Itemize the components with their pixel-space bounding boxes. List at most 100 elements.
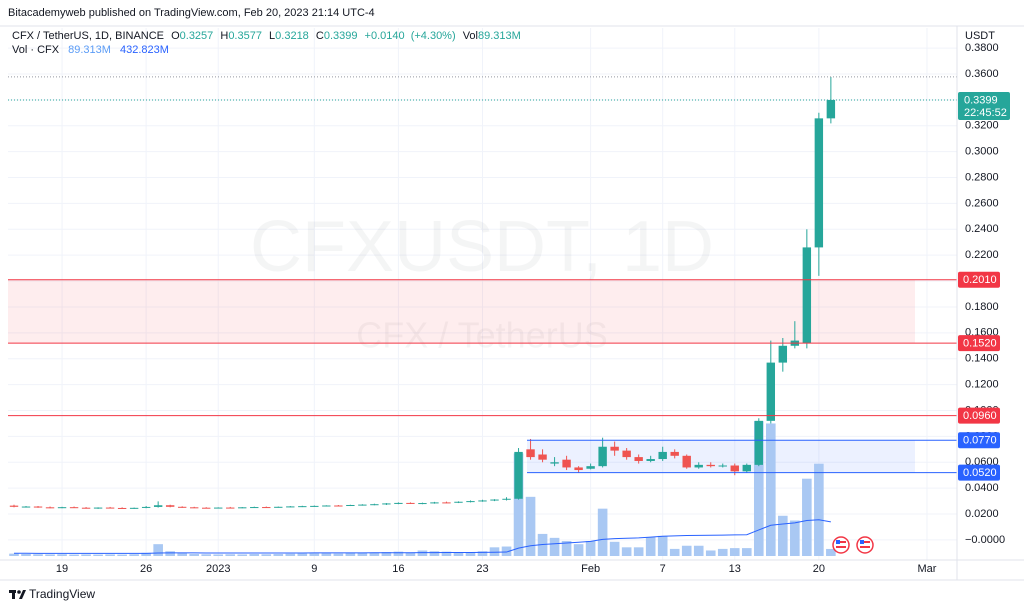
volume-bar	[489, 547, 500, 556]
volume-bar	[57, 554, 67, 556]
volume-bar	[249, 554, 260, 556]
volume-bar	[621, 547, 632, 556]
volume-bar	[153, 544, 163, 556]
volume-bar	[117, 554, 127, 556]
ohlc-key: C	[316, 30, 324, 42]
y-tick-label: 0.0200	[965, 508, 999, 520]
volume-bar	[321, 553, 332, 556]
candle-body	[117, 507, 127, 509]
volume-bar	[778, 515, 788, 556]
level-price-box	[958, 271, 1000, 288]
candle-body	[57, 507, 67, 509]
level-price-box	[958, 464, 1000, 481]
event-icon[interactable]	[832, 536, 850, 554]
level-price-label: 0.0520	[963, 467, 997, 479]
candle-body	[706, 464, 715, 467]
y-tick-label: 0.1400	[965, 353, 999, 365]
volume-bar	[741, 548, 752, 556]
candle-body	[826, 99, 836, 119]
candle-body	[238, 507, 247, 509]
candle-body	[682, 455, 691, 468]
last-price-label: 0.3399	[964, 94, 998, 106]
candle-body	[766, 362, 776, 421]
flag-stripe	[836, 541, 846, 543]
event-icon[interactable]	[856, 536, 874, 554]
candle-body	[634, 457, 643, 461]
volume-bar	[477, 551, 488, 556]
candle-body	[370, 504, 379, 506]
ohlc-value: 0.3218	[275, 30, 309, 42]
candle-body	[286, 506, 295, 508]
volume-bar	[105, 554, 115, 556]
candle-body	[165, 505, 175, 507]
volume-bar	[405, 552, 416, 556]
candle-body	[694, 464, 703, 468]
level-price-label: 0.2010	[963, 274, 997, 286]
candle-body	[9, 505, 19, 507]
candle-body	[670, 451, 679, 456]
vol-key: Vol	[463, 30, 478, 42]
candle-body	[418, 503, 427, 505]
volume-bar	[261, 554, 272, 556]
candle-body	[105, 507, 115, 509]
logo-part	[17, 590, 21, 594]
published-note: Bitacademyweb published on TradingView.c…	[8, 7, 375, 19]
level-price-label: 0.0770	[963, 435, 997, 447]
volume-bar	[141, 552, 151, 556]
candle-body	[550, 462, 559, 464]
volume-bar	[453, 552, 464, 556]
x-tick-label: 2023	[206, 563, 230, 575]
volume-legend: Vol · CFX 89.313M 432.823M	[12, 44, 169, 56]
volume-bar	[693, 545, 704, 556]
volume-bar	[573, 544, 584, 556]
volume-bar	[561, 541, 572, 556]
volume-bar	[717, 548, 728, 556]
volume-bar	[345, 552, 356, 556]
flag-canton	[836, 540, 840, 544]
candle-body	[226, 507, 235, 509]
watermark: CFXUSDT, 1D	[250, 207, 714, 287]
y-tick-label: 0.2600	[965, 197, 999, 209]
volume-bar	[802, 478, 812, 556]
logo-part	[12, 590, 15, 599]
volume-bar	[93, 554, 103, 556]
candle-body	[502, 498, 511, 500]
candle-body	[574, 467, 583, 471]
candle-body	[129, 507, 139, 509]
candle-body	[358, 504, 367, 506]
y-tick-label: 0.2200	[965, 249, 999, 261]
x-tick-label: 9	[311, 563, 317, 575]
volume-bar	[705, 550, 716, 556]
volume-ma-value: 432.823M	[120, 44, 169, 56]
x-tick-label: 23	[476, 563, 488, 575]
axes: 0.38000.36000.34000.32000.30000.28000.26…	[56, 42, 1010, 575]
volume-bar	[790, 520, 800, 556]
event-icons	[832, 536, 874, 554]
candle-body	[454, 501, 463, 503]
time-axis-panel	[0, 560, 1024, 610]
zone	[8, 279, 915, 344]
volume-bar	[165, 551, 175, 556]
y-tick-label: −0.0000	[965, 534, 1005, 546]
volume-bar	[45, 554, 55, 556]
ohlc-value: 0.3257	[180, 30, 214, 42]
candle-body	[69, 507, 79, 509]
volume-bar	[129, 554, 139, 556]
volume-bar	[9, 553, 19, 556]
y-axis-label: USDT	[965, 30, 995, 42]
volume-bar	[81, 554, 91, 556]
volume-bar	[609, 541, 620, 556]
candle-body	[274, 506, 283, 508]
zone	[527, 440, 915, 473]
volume-bar	[549, 537, 560, 556]
level-price-label: 0.1520	[963, 338, 997, 350]
y-tick-label: 0.3800	[965, 42, 999, 54]
volume-bar	[189, 554, 200, 556]
volume-bar	[729, 548, 740, 556]
candle-body	[406, 502, 415, 504]
level-price-box	[958, 432, 1000, 449]
candle-body	[490, 499, 499, 501]
candle-body	[177, 506, 187, 508]
x-tick-label: 20	[813, 563, 825, 575]
volume-name: Vol · CFX	[12, 44, 60, 56]
